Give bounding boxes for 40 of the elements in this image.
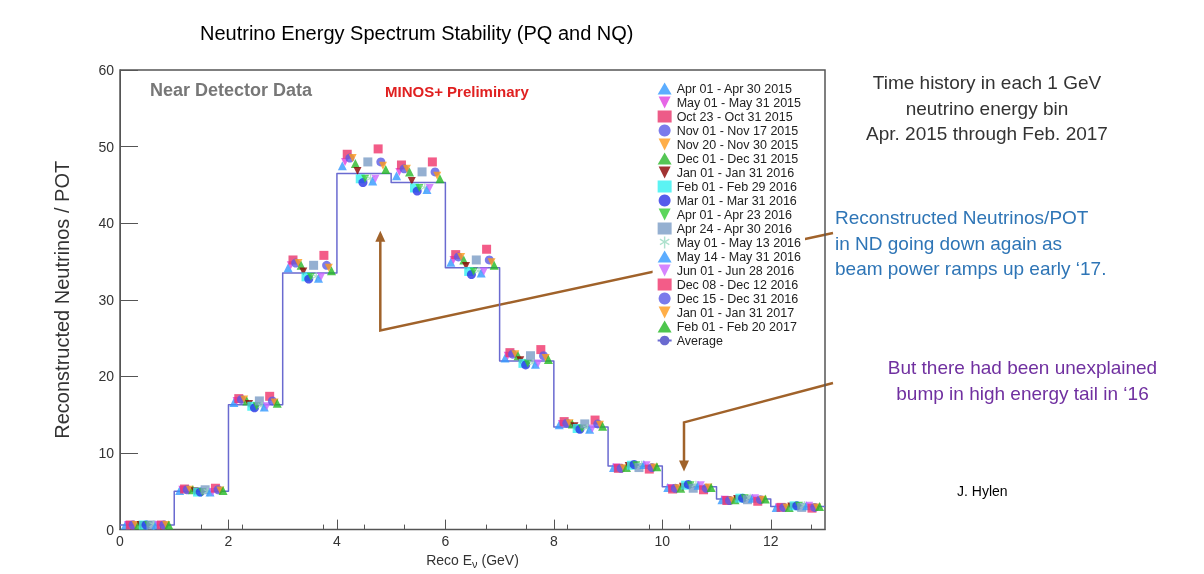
x-tick-label: 12 [762,532,779,549]
legend-label: Jun 01 - Jun 28 2016 [676,263,795,278]
legend-label: Feb 01 - Feb 29 2016 [676,179,797,194]
annotation: Near Detector Data [150,79,313,102]
x-tick-label: 4 [333,532,342,549]
legend-label: May 14 - May 31 2016 [676,249,802,264]
text: But there had been unexplained bump in high energy tail in ‘16 [886,356,1159,406]
legend-label: Mar 01 - Mar 31 2016 [676,193,797,208]
legend-label: May 01 - May 13 2016 [676,235,802,250]
legend-label: Dec 08 - Dec 12 2016 [676,277,799,292]
text: Reconstructed Neutrinos/POT in ND going down again as beam power ramps up early ‘17. [835,206,1107,282]
x-tick-label: 2 [224,532,233,549]
legend-label: Feb 01 - Feb 20 2017 [676,319,797,334]
y-tick-label: 20 [98,368,115,385]
legend-label: Oct 23 - Oct 31 2015 [676,109,793,124]
y-tick-label: 0 [106,521,115,538]
legend-label: Jan 01 - Jan 31 2017 [676,305,795,320]
text: Time history in each 1 GeV neutrino energy bin Apr. 2015 through Feb. 2017 [865,71,1109,147]
y-tick-label: 60 [98,62,115,78]
legend-label: Apr 01 - Apr 30 2015 [676,81,793,96]
legend-label: Nov 20 - Nov 30 2015 [676,137,799,152]
text: J. Hylen [957,482,1008,501]
x-tick-label: 8 [549,532,558,549]
y-tick-label: 30 [98,291,115,308]
y-tick-label: 10 [98,445,115,461]
x-tick-label: 10 [654,532,671,549]
chart-title: Neutrino Energy Spectrum Stability (PQ and NQ) [200,22,634,44]
legend-label: Dec 01 - Dec 31 2015 [676,151,799,166]
y-axis-title: Reconstructed Neutrinos / POT [51,160,73,439]
y-tick-label: 50 [98,138,115,155]
legend-label: May 01 - May 31 2015 [676,95,802,110]
y-tick-label: 40 [98,215,115,232]
legend-label: Average [676,333,724,348]
legend-label: Apr 24 - Apr 30 2016 [676,221,793,236]
annotation: MINOS+ Preliminary [385,82,529,102]
legend-label: Jan 01 - Jan 31 2016 [676,165,795,180]
legend-label: Dec 15 - Dec 31 2016 [676,291,799,306]
legend-label: Nov 01 - Nov 17 2015 [676,123,799,138]
legend-label: Apr 01 - Apr 23 2016 [676,207,793,222]
x-tick-label: 6 [441,532,450,549]
